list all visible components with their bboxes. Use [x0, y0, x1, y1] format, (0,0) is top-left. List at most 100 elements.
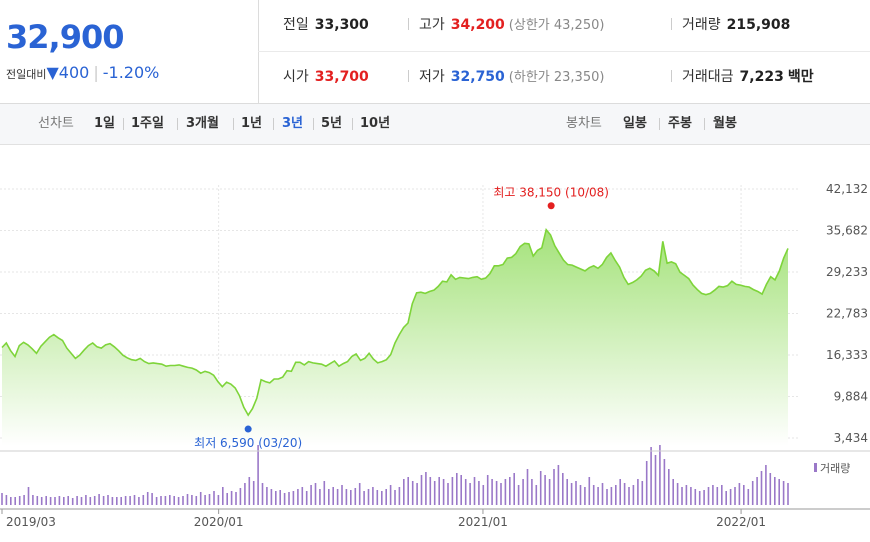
- volume-bar: [553, 469, 555, 505]
- volume-bar: [49, 497, 52, 505]
- volume-bar: [213, 491, 215, 505]
- volume-bar: [531, 479, 533, 505]
- volume-bar: [138, 497, 140, 505]
- volume-bar: [177, 497, 180, 505]
- volume-bar: [182, 496, 184, 505]
- volume-bar: [235, 492, 237, 505]
- volume-bar: [619, 479, 621, 505]
- open-price: 시가 33,700: [283, 52, 369, 103]
- volume-bar: [239, 488, 242, 505]
- volume-bar: [509, 477, 511, 505]
- volume-bar: [129, 496, 131, 505]
- volume-bar: [743, 485, 745, 505]
- volume-bar: [155, 497, 158, 505]
- volume-bar: [319, 489, 321, 505]
- volume-bar: [116, 497, 118, 505]
- candle-daily[interactable]: 일봉: [623, 116, 647, 131]
- volume-bar: [270, 489, 273, 505]
- volume-bar: [297, 489, 299, 505]
- period-1w[interactable]: 1주일: [131, 116, 164, 131]
- x-tick-label: 2021/01: [458, 515, 508, 529]
- volume-bar: [195, 496, 198, 505]
- volume-bar: [301, 487, 304, 505]
- low-price: 저가 32,750 (하한가 23,350): [408, 52, 604, 103]
- toolbar-divider: [313, 118, 314, 130]
- volume-bar: [283, 493, 286, 505]
- volume-bar: [597, 487, 599, 505]
- volume-bar: [279, 490, 281, 505]
- volume-bar: [45, 496, 47, 505]
- volume-bar: [747, 489, 750, 505]
- volume-bar: [160, 496, 162, 505]
- stats-panel: 전일 33,300 고가 34,200 (상한가 43,250) 거래량 215,908…: [258, 0, 870, 103]
- volume-bar: [288, 492, 290, 505]
- volume-bar: [328, 489, 330, 505]
- y-tick-label: 42,132: [826, 182, 868, 196]
- volume-bar: [482, 485, 485, 505]
- y-tick-label: 16,333: [826, 348, 868, 362]
- volume-bar: [248, 477, 251, 505]
- volume-bar: [526, 469, 529, 505]
- trade-amount: 거래대금 7,223 백만: [671, 52, 814, 103]
- volume-bar: [345, 489, 348, 505]
- volume-bar: [93, 496, 96, 505]
- volume-bar: [10, 497, 12, 505]
- toolbar-divider: [123, 118, 124, 130]
- period-1y[interactable]: 1년: [241, 116, 263, 131]
- current-price: 32,900: [6, 18, 124, 56]
- volume-bar: [787, 483, 789, 505]
- period-3y[interactable]: 3년: [282, 116, 304, 131]
- volume-bar: [668, 469, 670, 505]
- volume-bar: [575, 481, 577, 505]
- y-tick-label: 22,783: [826, 307, 868, 321]
- volume-bar: [403, 479, 405, 505]
- volume-bar: [407, 477, 409, 505]
- volume-bar: [323, 481, 326, 505]
- volume-bar: [80, 497, 83, 505]
- volume-label: 거래량: [682, 17, 721, 33]
- volume-bar: [672, 479, 674, 505]
- volume-bar: [734, 487, 736, 505]
- volume-bar: [350, 490, 352, 505]
- period-5y[interactable]: 5년: [321, 116, 343, 131]
- volume-bar: [544, 475, 546, 505]
- volume-bar: [663, 459, 666, 505]
- price-box: 32,900 전일대비▼400 | -1.20%: [0, 0, 259, 103]
- volume-bar: [332, 487, 334, 505]
- candle-weekly[interactable]: 주봉: [668, 116, 692, 131]
- high-marker: [547, 202, 555, 210]
- volume-bar: [292, 491, 295, 505]
- high-label: 고가: [419, 17, 445, 33]
- volume-bar: [562, 473, 564, 505]
- volume-bar: [610, 487, 613, 505]
- volume-bar: [411, 481, 414, 505]
- volume-bar: [107, 495, 109, 505]
- volume-bar: [588, 477, 591, 505]
- volume-bar: [111, 497, 114, 505]
- volume-bar: [151, 493, 153, 505]
- quote-header: 32,900 전일대비▼400 | -1.20% 전일 33,300 고가 34,200…: [0, 0, 870, 104]
- period-10y[interactable]: 10년: [360, 116, 391, 131]
- high-price: 고가 34,200 (상한가 43,250): [408, 0, 604, 51]
- upper-limit: (상한가 43,250): [508, 18, 605, 33]
- toolbar-divider: [352, 118, 353, 130]
- volume-bar: [491, 479, 493, 505]
- candle-monthly[interactable]: 월봉: [713, 116, 737, 131]
- prev-close: 전일 33,300: [283, 0, 369, 51]
- volume-bar: [442, 479, 445, 505]
- volume-bar: [120, 497, 122, 505]
- period-3m[interactable]: 3개월: [186, 116, 219, 131]
- high-value: 34,200: [450, 17, 505, 33]
- period-1d[interactable]: 1일: [94, 116, 116, 131]
- volume-bar: [164, 496, 167, 505]
- volume-bar: [433, 481, 436, 505]
- volume-bar: [204, 495, 206, 505]
- high-annotation: 최고 38,150 (10/08): [493, 186, 609, 200]
- volume-bar: [89, 497, 92, 505]
- volume-bar: [769, 473, 772, 505]
- volume-bar: [641, 481, 644, 505]
- volume-bar: [756, 477, 758, 505]
- volume-bar: [398, 487, 401, 505]
- volume-bar: [632, 485, 635, 505]
